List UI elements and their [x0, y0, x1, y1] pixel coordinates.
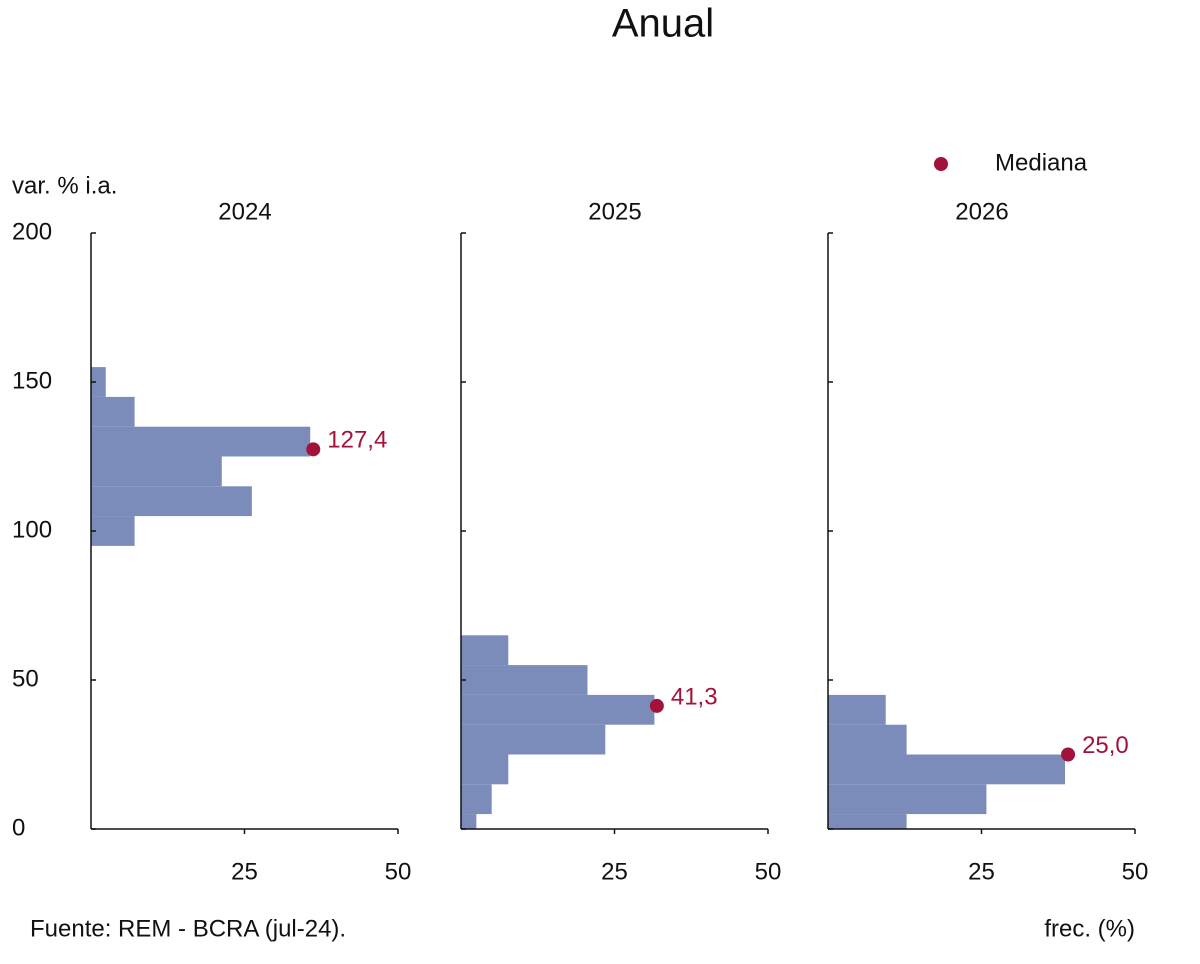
- histogram-bar: [828, 814, 907, 829]
- median-dot: [649, 698, 664, 713]
- legend-label: Mediana: [995, 149, 1088, 176]
- x-tick-label: 50: [1122, 858, 1149, 885]
- histogram-bar: [461, 754, 509, 785]
- histogram-bar: [828, 694, 886, 725]
- histogram-bar: [461, 665, 588, 695]
- histogram-bar: [828, 724, 907, 755]
- y-tick-label: 50: [12, 665, 39, 692]
- histogram-bar: [461, 635, 509, 666]
- histogram-bar: [461, 694, 655, 725]
- histogram-bar: [91, 396, 135, 427]
- histogram-bar: [91, 486, 252, 517]
- histogram-bar: [461, 724, 606, 755]
- panel-title: 2026: [955, 198, 1008, 225]
- legend-marker: [934, 157, 948, 171]
- panel-title: 2025: [588, 198, 641, 225]
- histogram-bar: [91, 426, 311, 457]
- y-axis-label: var. % i.a.: [12, 172, 117, 199]
- x-tick-label: 25: [601, 858, 628, 885]
- x-tick-label: 25: [968, 858, 995, 885]
- median-dot: [306, 442, 321, 457]
- y-tick-label: 200: [12, 218, 52, 245]
- y-tick-label: 150: [12, 367, 52, 394]
- histogram-bar: [91, 367, 106, 397]
- histogram-bar: [828, 754, 1066, 785]
- x-tick-label: 25: [231, 858, 258, 885]
- median-label: 127,4: [327, 427, 387, 454]
- median-label: 41,3: [671, 683, 718, 710]
- x-axis-label: frec. (%): [1044, 915, 1135, 942]
- source: Fuente: REM - BCRA (jul-24).: [30, 915, 346, 942]
- y-tick-label: 100: [12, 516, 52, 543]
- y-tick-label: 0: [12, 814, 25, 841]
- histogram-bar: [828, 784, 987, 815]
- histogram-bar: [461, 784, 492, 815]
- chart-title: Anual: [612, 2, 714, 46]
- histogram-bar: [91, 516, 135, 546]
- histogram-bar: [91, 456, 222, 487]
- median-dot: [1061, 747, 1076, 762]
- x-tick-label: 50: [755, 858, 782, 885]
- median-label: 25,0: [1082, 732, 1129, 759]
- histogram-bar: [461, 814, 477, 829]
- x-tick-label: 50: [385, 858, 412, 885]
- panel-title: 2024: [218, 198, 271, 225]
